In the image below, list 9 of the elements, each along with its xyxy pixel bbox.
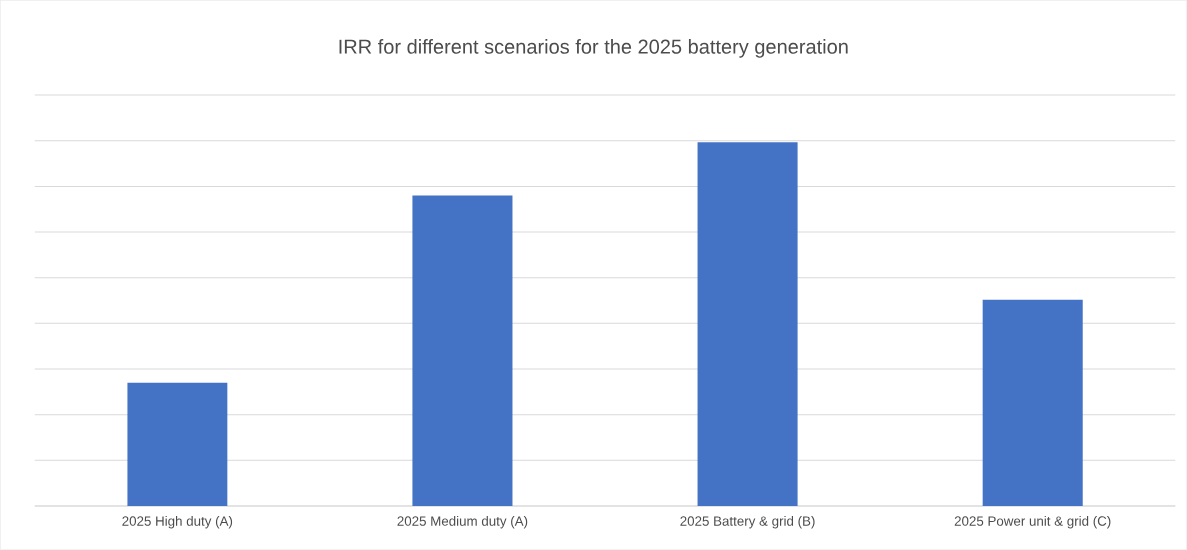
chart-title: IRR for different scenarios for the 2025 battery generation — [339, 39, 848, 58]
x-tick-label: 2025 Medium duty (A) — [397, 516, 528, 529]
bar — [982, 299, 1083, 507]
bar — [697, 142, 798, 507]
bar — [412, 195, 513, 507]
x-tick-label: 2025 High duty (A) — [122, 516, 233, 529]
x-tick-label: 2025 Battery & grid (B) — [680, 516, 815, 529]
x-tick-label: 2025 Power unit & grid (C) — [954, 516, 1111, 529]
bar — [127, 382, 228, 507]
